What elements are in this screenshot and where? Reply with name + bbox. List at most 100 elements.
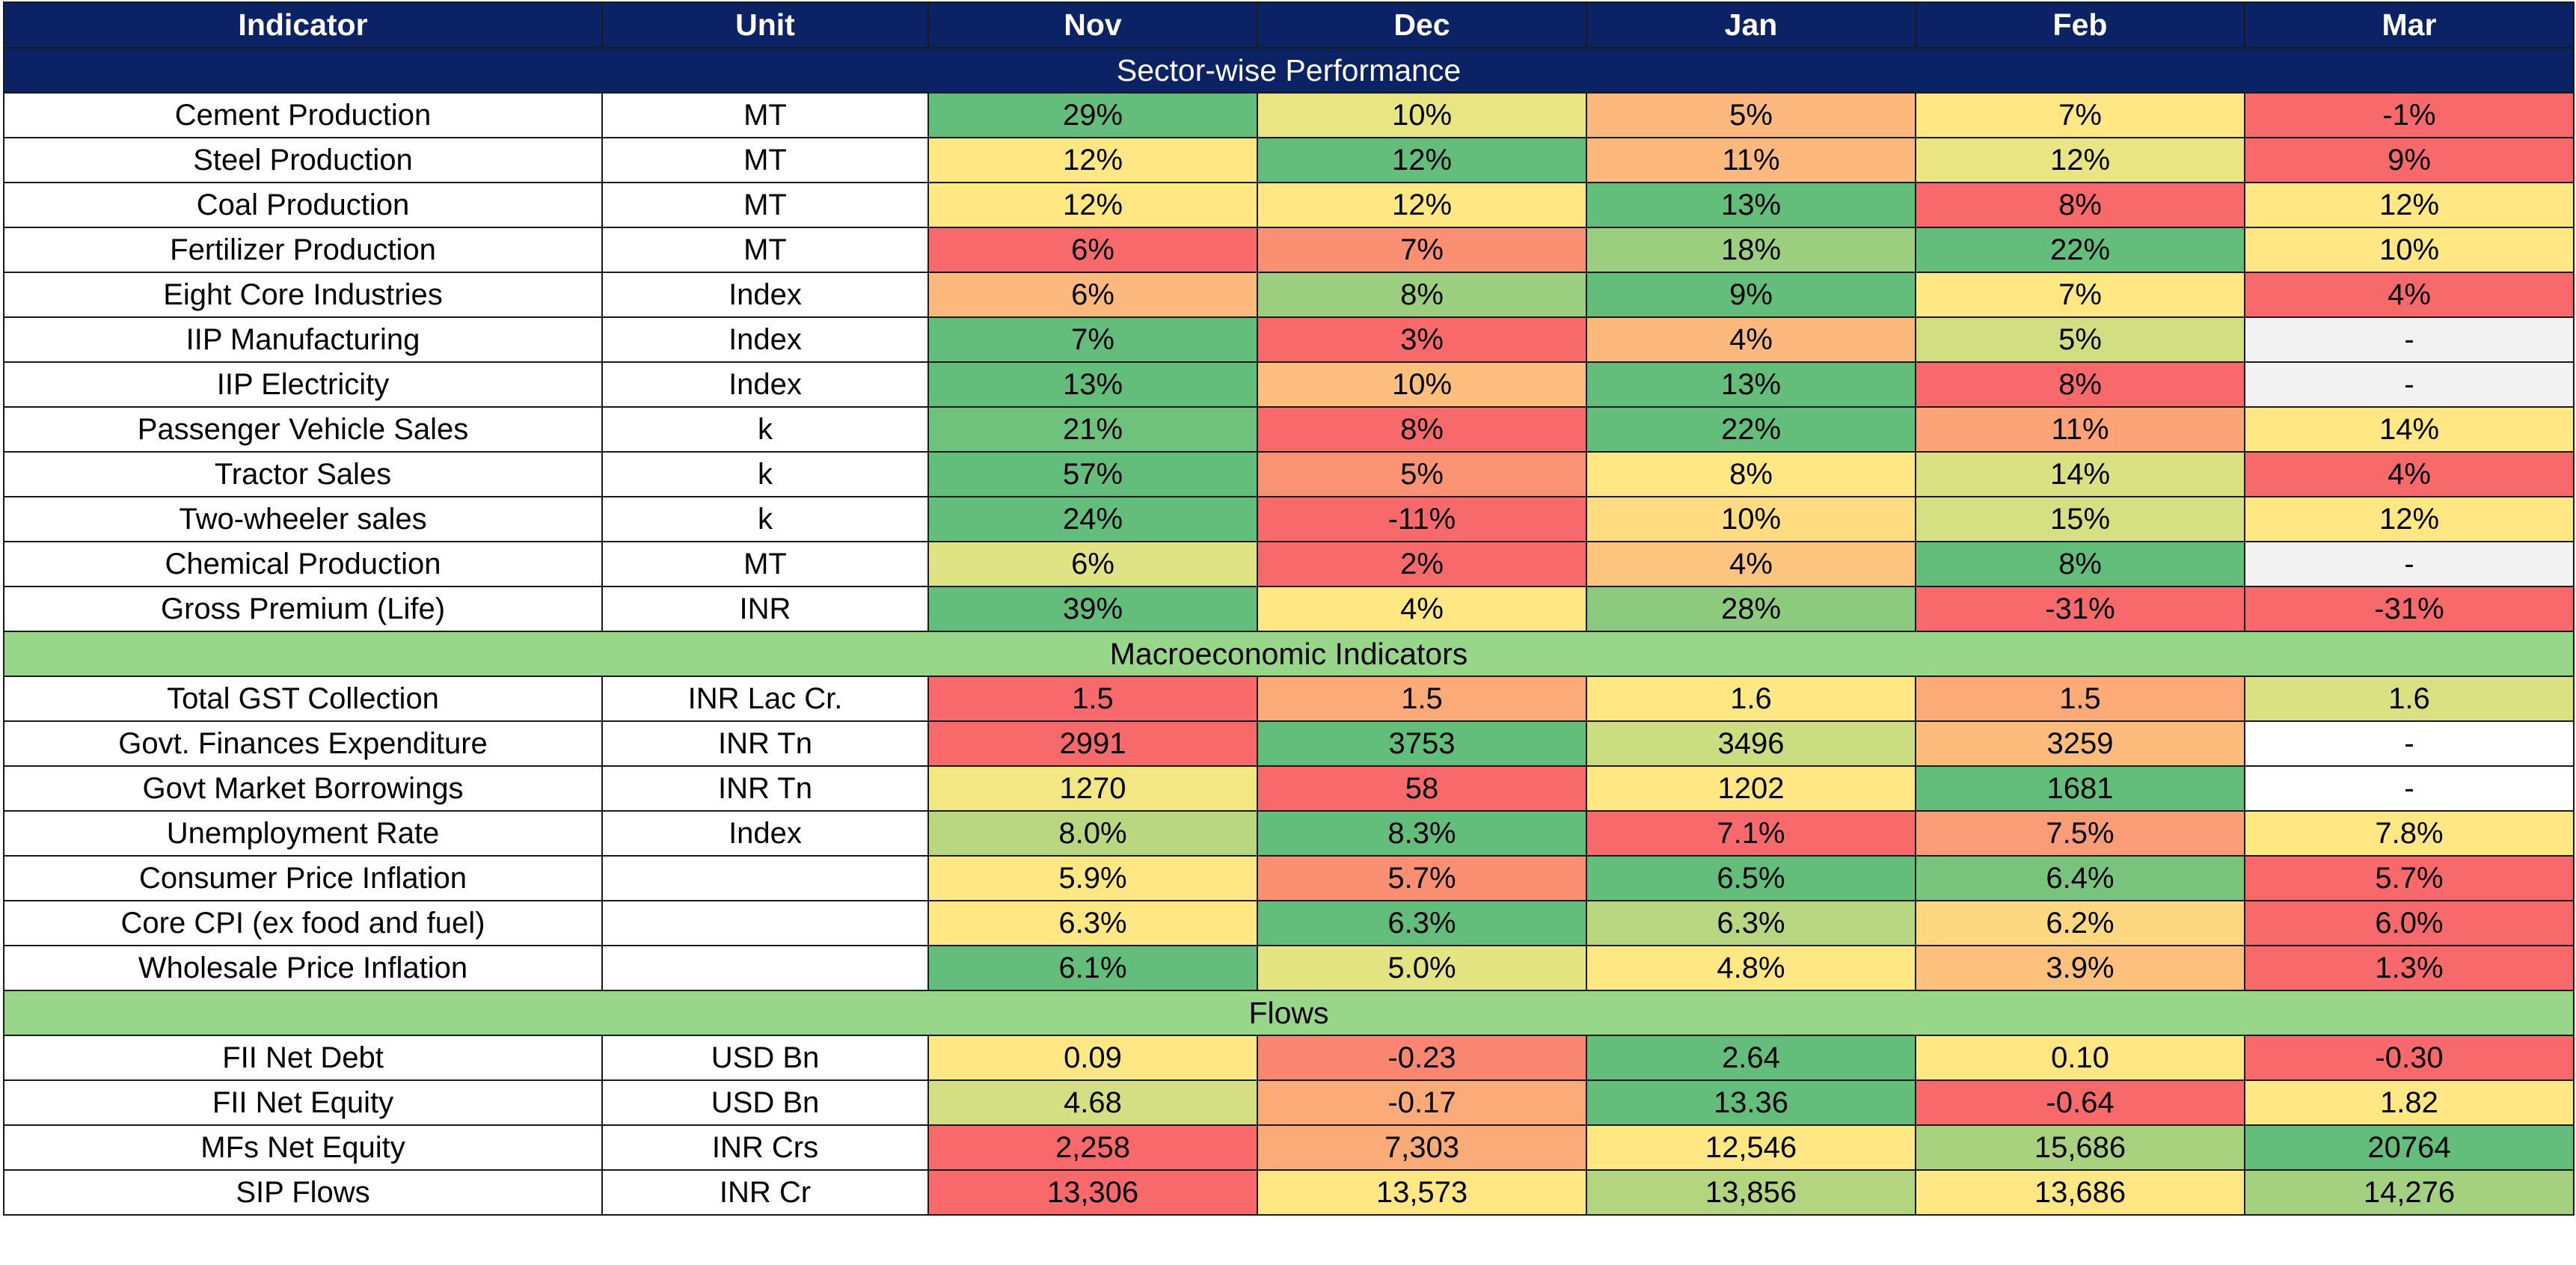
value-cell-mar: - <box>2244 316 2575 363</box>
value-cell-nov: 2991 <box>927 720 1258 767</box>
table-row: Govt Market Borrowings INR Tn 1270 58 1202 16… <box>3 765 2575 812</box>
unit-cell: Index <box>601 316 929 363</box>
indicator-cell: Govt Market Borrowings <box>3 765 603 812</box>
value-cell-feb: 22% <box>1915 227 2245 273</box>
value-cell-jan: 22% <box>1586 406 1916 453</box>
indicator-cell: Passenger Vehicle Sales <box>3 406 603 453</box>
section-header-row: Flows <box>3 990 2575 1036</box>
value-cell-mar: 14,276 <box>2244 1169 2575 1216</box>
table-row: Total GST Collection INR Lac Cr. 1.5 1.5 1.6… <box>3 676 2575 722</box>
header-row: Indicator Unit Nov Dec Jan Feb Mar <box>3 1 2575 49</box>
value-cell-mar: 9% <box>2244 137 2575 183</box>
value-cell-feb: -31% <box>1915 586 2245 632</box>
value-cell-nov: 6% <box>927 272 1258 318</box>
indicator-cell: Fertilizer Production <box>3 227 603 273</box>
value-cell-nov: 5.9% <box>927 855 1258 901</box>
value-cell-feb: 8% <box>1915 182 2245 228</box>
unit-cell: INR Lac Cr. <box>601 676 929 722</box>
value-cell-nov: 6% <box>927 227 1258 273</box>
value-cell-jan: 1.6 <box>1586 676 1916 722</box>
column-header-indicator: Indicator <box>3 1 603 49</box>
value-cell-nov: 4.68 <box>927 1079 1258 1126</box>
unit-cell <box>601 855 929 901</box>
column-header-nov: Nov <box>927 1 1258 49</box>
value-cell-feb: 3259 <box>1915 720 2245 767</box>
unit-cell: MT <box>601 182 929 228</box>
value-cell-dec: 12% <box>1257 182 1587 228</box>
value-cell-mar: -1% <box>2244 92 2575 138</box>
value-cell-nov: 21% <box>927 406 1258 453</box>
section-title: Flows <box>3 990 2575 1036</box>
section-header-row: Sector-wise Performance <box>3 47 2575 94</box>
value-cell-nov: 0.09 <box>927 1035 1258 1081</box>
table-row: Fertilizer Production MT 6% 7% 18% 22% 10% <box>3 227 2575 273</box>
value-cell-dec: 58 <box>1257 765 1587 812</box>
table-row: Gross Premium (Life) INR 39% 4% 28% -31% -31% <box>3 586 2575 632</box>
unit-cell: USD Bn <box>601 1079 929 1126</box>
value-cell-feb: 8% <box>1915 361 2245 408</box>
value-cell-feb: 5% <box>1915 316 2245 363</box>
value-cell-feb: 0.10 <box>1915 1035 2245 1081</box>
value-cell-mar: 14% <box>2244 406 2575 453</box>
value-cell-nov: 8.0% <box>927 810 1258 857</box>
indicator-cell: Cement Production <box>3 92 603 138</box>
indicator-cell: Govt. Finances Expenditure <box>3 720 603 767</box>
table-row: Unemployment Rate Index 8.0% 8.3% 7.1% 7.5% 7.… <box>3 810 2575 857</box>
value-cell-dec: 10% <box>1257 361 1587 408</box>
value-cell-dec: 1.5 <box>1257 676 1587 722</box>
value-cell-dec: 8% <box>1257 272 1587 318</box>
value-cell-dec: 7,303 <box>1257 1124 1587 1171</box>
value-cell-mar: 5.7% <box>2244 855 2575 901</box>
value-cell-jan: 12,546 <box>1586 1124 1916 1171</box>
value-cell-nov: 6.1% <box>927 945 1258 991</box>
value-cell-mar: -0.30 <box>2244 1035 2575 1081</box>
table-body: Sector-wise Performance Cement Production… <box>3 47 2575 1216</box>
value-cell-dec: 5.7% <box>1257 855 1587 901</box>
value-cell-feb: 1681 <box>1915 765 2245 812</box>
indicator-cell: MFs Net Equity <box>3 1124 603 1171</box>
indicator-cell: IIP Manufacturing <box>3 316 603 363</box>
table-row: Eight Core Industries Index 6% 8% 9% 7% 4% <box>3 272 2575 318</box>
value-cell-mar: 4% <box>2244 451 2575 497</box>
table-row: Two-wheeler sales k 24% -11% 10% 15% 12% <box>3 496 2575 542</box>
value-cell-feb: 7% <box>1915 272 2245 318</box>
value-cell-nov: 24% <box>927 496 1258 542</box>
value-cell-feb: 15,686 <box>1915 1124 2245 1171</box>
table-row: SIP Flows INR Cr 13,306 13,573 13,856 13,686 1… <box>3 1169 2575 1216</box>
value-cell-mar: 1.6 <box>2244 676 2575 722</box>
value-cell-mar: - <box>2244 765 2575 812</box>
value-cell-mar: 10% <box>2244 227 2575 273</box>
value-cell-feb: 12% <box>1915 137 2245 183</box>
indicator-cell: Two-wheeler sales <box>3 496 603 542</box>
value-cell-jan: 4% <box>1586 316 1916 363</box>
value-cell-mar: - <box>2244 541 2575 587</box>
value-cell-feb: 8% <box>1915 541 2245 587</box>
value-cell-feb: 11% <box>1915 406 2245 453</box>
column-header-dec: Dec <box>1257 1 1587 49</box>
unit-cell: INR Tn <box>601 720 929 767</box>
value-cell-jan: 18% <box>1586 227 1916 273</box>
value-cell-feb: 3.9% <box>1915 945 2245 991</box>
unit-cell <box>601 900 929 946</box>
value-cell-mar: 20764 <box>2244 1124 2575 1171</box>
value-cell-dec: 3753 <box>1257 720 1587 767</box>
value-cell-jan: 4% <box>1586 541 1916 587</box>
unit-cell: USD Bn <box>601 1035 929 1081</box>
value-cell-nov: 39% <box>927 586 1258 632</box>
table-row: Chemical Production MT 6% 2% 4% 8% - <box>3 541 2575 587</box>
indicator-cell: Wholesale Price Inflation <box>3 945 603 991</box>
value-cell-jan: 8% <box>1586 451 1916 497</box>
value-cell-feb: 6.2% <box>1915 900 2245 946</box>
section-title: Sector-wise Performance <box>3 47 2575 94</box>
value-cell-nov: 29% <box>927 92 1258 138</box>
value-cell-jan: 2.64 <box>1586 1035 1916 1081</box>
value-cell-dec: 8.3% <box>1257 810 1587 857</box>
value-cell-nov: 13,306 <box>927 1169 1258 1216</box>
unit-cell: k <box>601 496 929 542</box>
indicator-cell: Unemployment Rate <box>3 810 603 857</box>
column-header-unit: Unit <box>601 1 929 49</box>
value-cell-mar: 6.0% <box>2244 900 2575 946</box>
value-cell-feb: 14% <box>1915 451 2245 497</box>
indicator-cell: Tractor Sales <box>3 451 603 497</box>
value-cell-mar: 4% <box>2244 272 2575 318</box>
